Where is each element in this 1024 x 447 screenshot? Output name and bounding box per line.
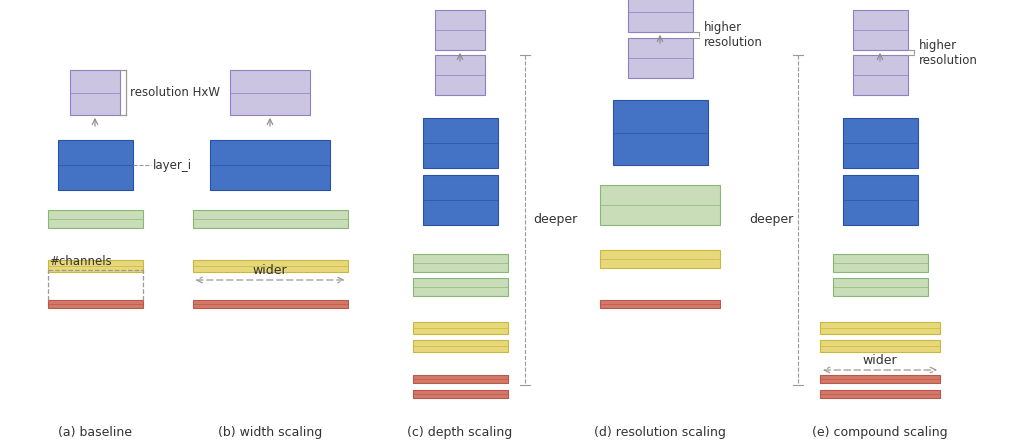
Bar [435,10,485,50]
Bar [413,375,508,383]
Bar [193,210,347,228]
Text: deeper: deeper [534,214,578,227]
Text: deeper: deeper [749,214,793,227]
Bar [57,140,132,190]
Text: wider: wider [253,264,288,277]
Bar [70,70,120,115]
Text: (b) width scaling: (b) width scaling [218,426,323,439]
Text: #channels: #channels [49,255,113,268]
Text: higher
resolution: higher resolution [703,21,763,49]
Text: wider: wider [862,354,897,367]
Bar [435,55,485,95]
Bar [193,300,347,308]
Bar [47,260,142,272]
Bar [833,254,928,272]
Bar [600,185,720,225]
Bar [612,100,708,165]
Bar [193,260,347,272]
Bar [843,175,918,225]
Text: (e) compound scaling: (e) compound scaling [812,426,948,439]
Bar [600,300,720,308]
Bar [413,340,508,352]
Text: (a) baseline: (a) baseline [58,426,132,439]
Bar [853,55,907,95]
Bar [210,140,330,190]
Bar [600,250,720,268]
Bar [628,0,692,32]
Bar [820,322,940,334]
Bar [413,322,508,334]
Bar [820,390,940,398]
Bar [413,278,508,296]
Bar [47,210,142,228]
Bar [413,254,508,272]
Bar [47,300,142,308]
Text: higher
resolution: higher resolution [919,38,977,67]
Bar [853,10,907,50]
Text: (d) resolution scaling: (d) resolution scaling [594,426,726,439]
Bar [423,118,498,168]
Bar [413,390,508,398]
Bar [820,340,940,352]
Text: (c) depth scaling: (c) depth scaling [408,426,513,439]
Bar [833,278,928,296]
Bar [423,175,498,225]
Text: layer_i: layer_i [153,159,191,172]
Bar [820,375,940,383]
Text: resolution HxW: resolution HxW [130,86,220,99]
Bar [843,118,918,168]
Bar [628,38,692,78]
Bar [230,70,310,115]
